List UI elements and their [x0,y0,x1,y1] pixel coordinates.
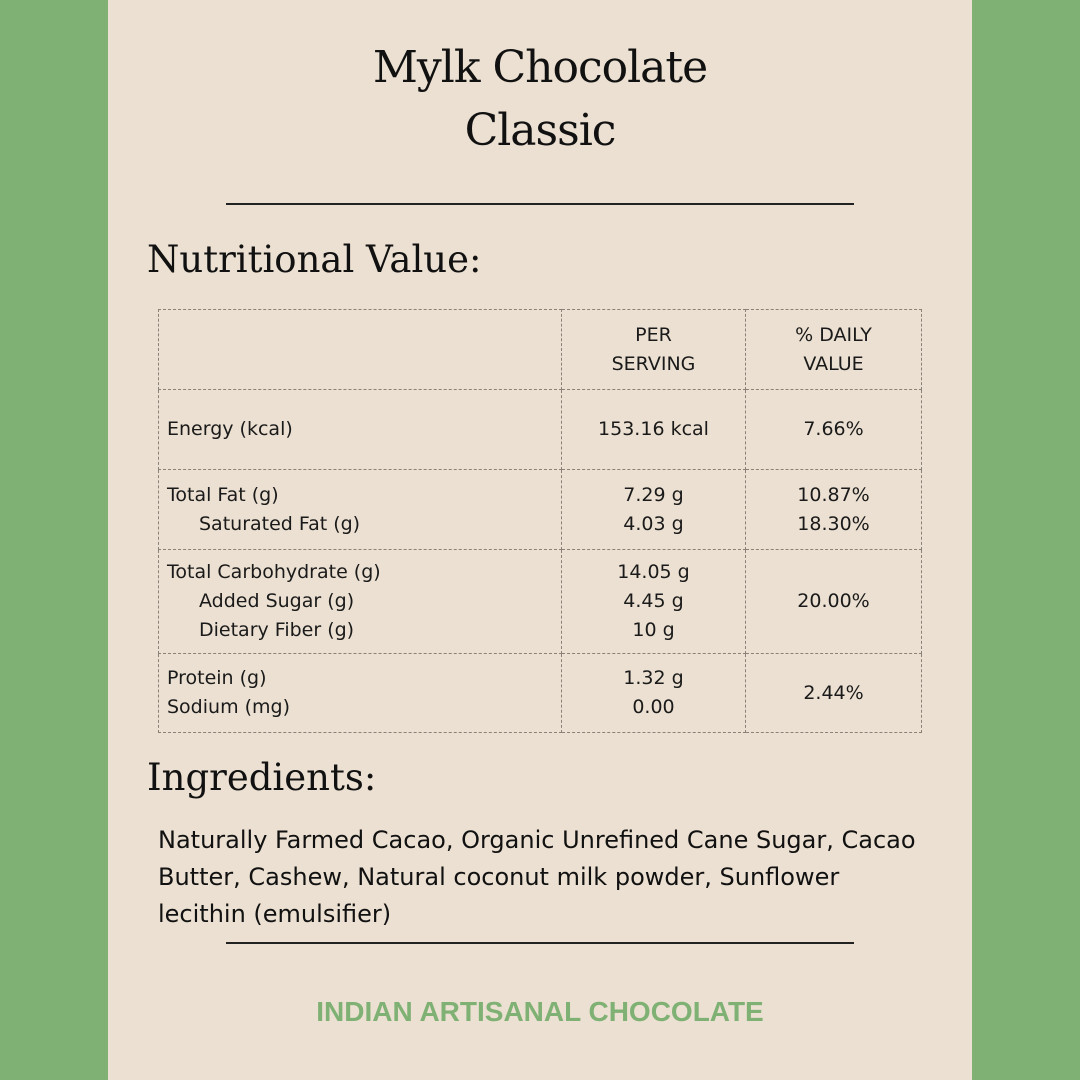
nutrient-value: 10 g [632,619,675,641]
nutrition-heading: Nutritional Value: [147,238,482,281]
table-header-row: PER SERVING % DAILY VALUE [158,309,922,390]
product-title-line1: Mylk Chocolate [372,42,708,93]
nutrition-table: PER SERVING % DAILY VALUE Energy (kcal) … [158,309,922,733]
nutrient-name: Dietary Fiber (g) [199,619,355,641]
divider-bottom [226,942,854,944]
brand-tagline: INDIAN ARTISANAL CHOCOLATE [316,996,764,1027]
ingredients-heading: Ingredients: [147,756,377,799]
nutrient-value: 7.29 g [623,483,684,506]
product-title-line2: Classic [464,105,617,156]
table-row: Energy (kcal) 153.16 kcal 7.66% [158,389,922,470]
nutrient-value: 14.05 g [617,561,690,583]
nutrient-daily: 2.44% [745,653,922,733]
nutrient-name: Energy (kcal) [158,389,562,470]
nutrient-daily: 20.00% [745,549,922,654]
nutrient-value: 1.32 g [623,667,684,689]
nutrient-name: Total Carbohydrate (g) [167,561,381,583]
header-daily-value: % DAILY VALUE [745,309,922,390]
table-row: Total Fat (g) Saturated Fat (g) 7.29 g 4.0… [158,469,922,550]
nutrient-value: 4.03 g [623,512,684,535]
nutrient-name: Added Sugar (g) [199,590,355,612]
nutrient-name: Total Fat (g) [167,483,279,506]
nutrient-name: Protein (g) [167,667,267,689]
divider-top [226,203,854,205]
ingredients-text: Naturally Farmed Cacao, Organic Unrefine… [158,826,916,928]
header-per-serving: PER SERVING [561,309,746,390]
table-row: Total Carbohydrate (g) Added Sugar (g) Die… [158,549,922,654]
nutrient-value: 0.00 [632,696,675,718]
nutrient-name: Saturated Fat (g) [199,512,361,535]
nutrient-daily: 18.30% [797,512,870,535]
table-row: Protein (g) Sodium (mg) 1.32 g 0.00 2.44% [158,653,922,733]
nutrient-value: 153.16 kcal [561,389,746,470]
nutrient-daily: 10.87% [797,483,870,506]
nutrient-name: Sodium (mg) [167,696,291,718]
nutrient-daily: 7.66% [745,389,922,470]
nutrient-value: 4.45 g [623,590,684,612]
